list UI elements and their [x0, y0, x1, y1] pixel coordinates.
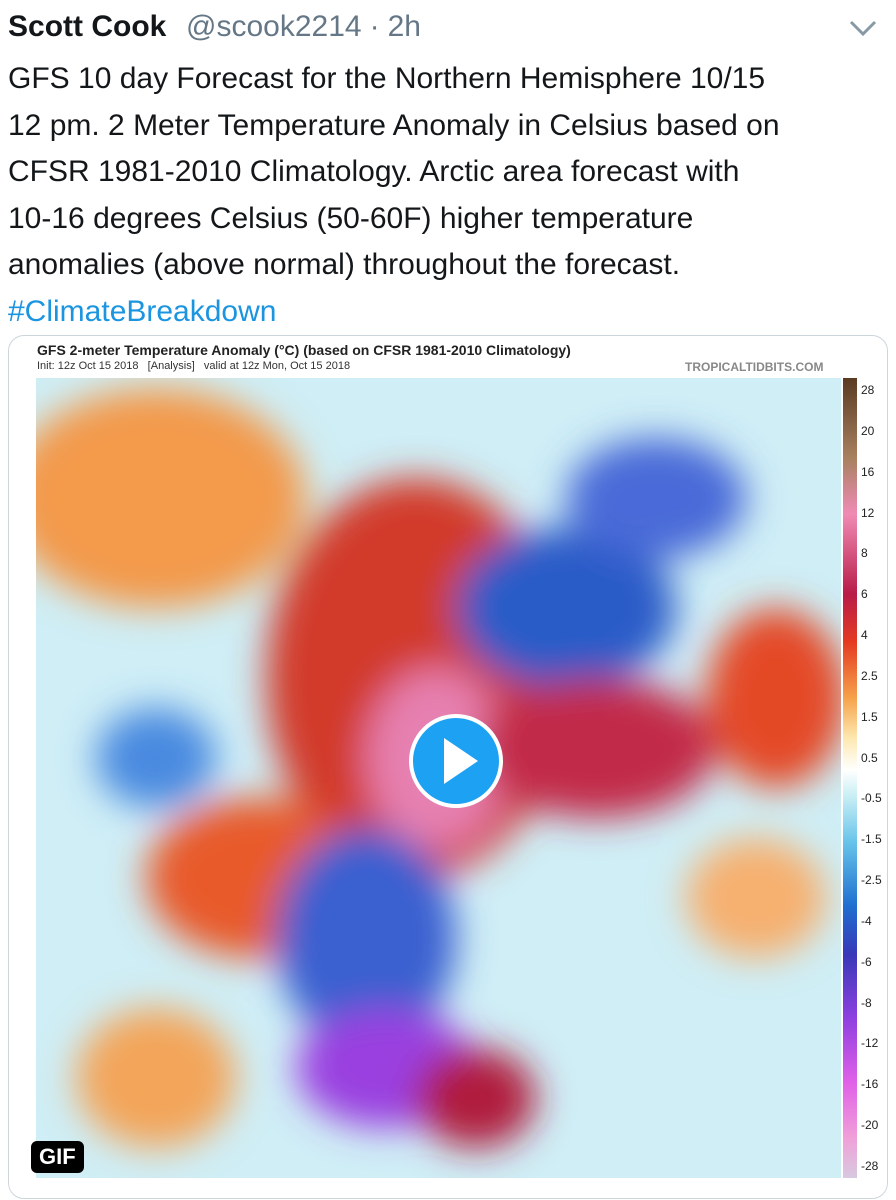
tweet-meta: @scook2214 · 2h: [186, 10, 429, 44]
text-line: GFS 10 day Forecast for the Northern Hem…: [8, 62, 766, 95]
colorbar-label: -1.5: [861, 832, 882, 847]
text-line: 12 pm. 2 Meter Temperature Anomaly in Ce…: [8, 108, 780, 142]
colorbar-label: 2.5: [861, 668, 878, 683]
colorbar-label: 0.5: [861, 750, 878, 765]
colorbar-label: 8: [861, 546, 868, 561]
colorbar-label: 12: [861, 505, 875, 520]
colorbar-label: -6: [861, 954, 872, 969]
text-line: CFSR 1981-2010 Climatology. Arctic area …: [8, 155, 740, 188]
separator: ·: [369, 10, 380, 43]
colorbar: [843, 378, 857, 1178]
colorbar-label: -4: [861, 913, 872, 928]
more-chevron[interactable]: [848, 18, 878, 38]
colorbar-label: -28: [861, 1159, 879, 1173]
colorbar-label: 16: [861, 464, 875, 479]
map-subtitle: Init: 12z Oct 15 2018 [Analysis] valid a…: [37, 360, 351, 372]
handle[interactable]: @scook2214: [186, 10, 362, 43]
colorbar-label: -0.5: [861, 791, 882, 806]
hashtag[interactable]: #ClimateBreakdown: [8, 294, 277, 328]
colorbar-label: 6: [861, 587, 868, 602]
colorbar-labels: 28 20 16 12 8 6 4 2.5 1.5 0.5 -0.5 -1.5 -2.5 -4 -6 -8 -1…: [859, 378, 887, 1178]
colorbar-label: 1.5: [861, 709, 878, 724]
map-source: TROPICALTIDBITS.COM: [685, 360, 824, 374]
colorbar-label: 4: [861, 628, 868, 643]
colorbar-label: 28: [861, 383, 875, 397]
author-name[interactable]: Scott Cook: [8, 10, 167, 43]
text-line: 10-16 degrees Celsius (50-60F) higher te…: [8, 201, 694, 235]
colorbar-label: 20: [861, 423, 875, 438]
time[interactable]: 2h: [387, 10, 421, 43]
colorbar-label: -12: [861, 1036, 879, 1051]
tweet-text: GFS 10 day Forecast for the Northern Hem…: [8, 56, 780, 335]
text-line: anomalies (above normal) throughout the …: [8, 248, 681, 281]
anomaly-map: [36, 378, 841, 1178]
colorbar-label: -20: [861, 1118, 879, 1133]
colorbar-label: -8: [861, 995, 872, 1010]
colorbar-label: -16: [861, 1077, 879, 1092]
colorbar-label: -2.5: [861, 873, 882, 888]
gif-badge: GIF: [31, 1141, 84, 1173]
media-card[interactable]: GFS 2-meter Temperature Anomaly (°C) (ba…: [8, 335, 888, 1199]
map-title: GFS 2-meter Temperature Anomaly (°C) (ba…: [37, 342, 571, 358]
